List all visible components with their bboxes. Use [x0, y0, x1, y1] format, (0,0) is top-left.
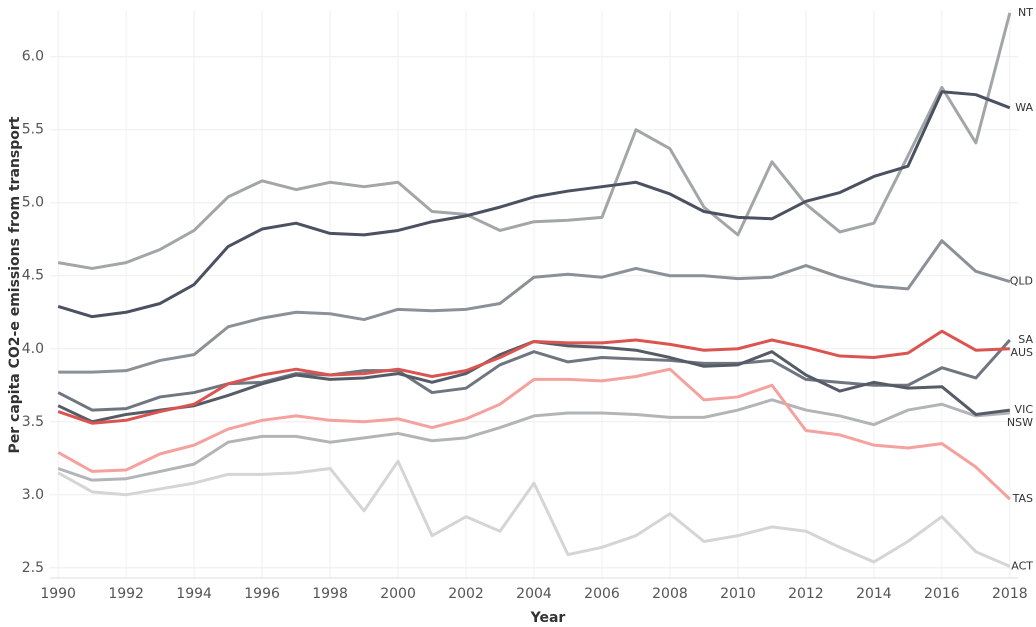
x-tick-label: 1990: [40, 586, 76, 602]
y-axis-title: Per capita CO2-e emissions from transpor…: [7, 116, 23, 453]
series-label: AUS: [1010, 346, 1033, 359]
y-tick-label: 3.5: [22, 414, 44, 430]
y-tick-label: 4.5: [22, 268, 44, 284]
x-tick-label: 1994: [176, 586, 212, 602]
x-tick-label: 1998: [312, 586, 348, 602]
series-label: VIC: [1015, 403, 1034, 416]
series-line: [57, 90, 1011, 319]
series-label: TAS: [1012, 492, 1033, 505]
y-tick-label: 3.0: [22, 487, 44, 503]
y-tick-label: 4.0: [22, 341, 44, 357]
series-line: [57, 338, 1011, 412]
series-label: QLD: [1010, 275, 1033, 288]
x-tick-label: 2004: [516, 586, 552, 602]
x-tick-label: 2006: [584, 586, 620, 602]
x-tick-label: 2018: [992, 586, 1028, 602]
x-tick-label: 2012: [788, 586, 824, 602]
y-tick-label: 5.5: [22, 122, 44, 138]
x-tick-label: 2014: [856, 586, 892, 602]
series-label: NT: [1018, 6, 1033, 19]
x-tick-label: 1996: [244, 586, 280, 602]
x-tick-label: 2008: [652, 586, 688, 602]
series-line: [57, 329, 1010, 425]
series-line: [57, 459, 1011, 568]
y-tick-label: 6.0: [22, 49, 44, 65]
x-tick-label: 2010: [720, 586, 756, 602]
series-line: [57, 12, 1012, 270]
y-tick-label: 2.5: [22, 560, 44, 576]
series-label: SA: [1018, 333, 1033, 346]
series-line: [57, 398, 1010, 482]
series-line: [57, 367, 1011, 501]
x-tick-label: 2002: [448, 586, 484, 602]
x-tick-label: 2000: [380, 586, 416, 602]
y-tick-label: 5.0: [22, 195, 44, 211]
x-tick-label: 1992: [108, 586, 144, 602]
series-label: WA: [1015, 101, 1033, 114]
series-label: NSW: [1007, 416, 1033, 429]
x-tick-label: 2016: [924, 586, 960, 602]
x-axis-title: Year: [530, 610, 566, 626]
series-label: ACT: [1011, 559, 1033, 572]
series-line: [58, 239, 1011, 374]
